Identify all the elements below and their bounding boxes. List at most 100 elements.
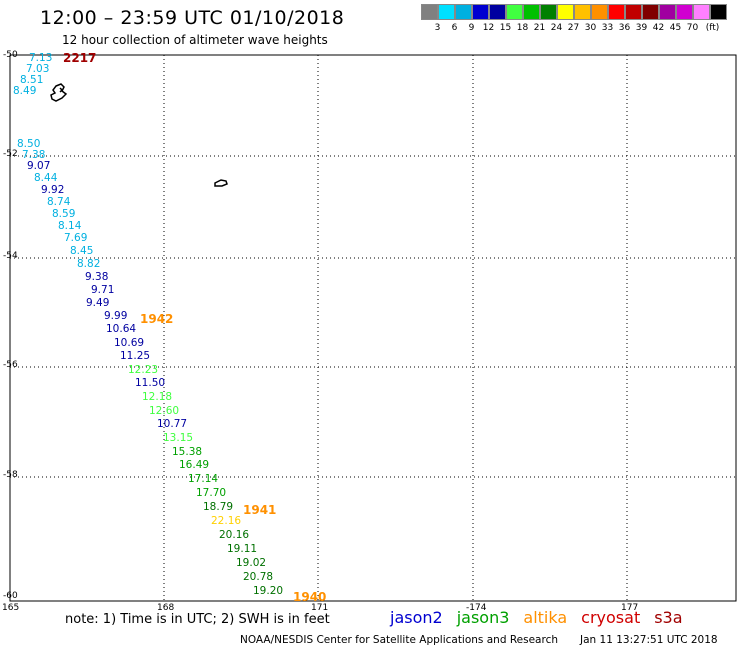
wave-height-reading: 11.25 [120, 350, 151, 362]
wave-height-reading: 9.07 [27, 160, 51, 172]
scale-label: 9 [468, 23, 475, 33]
satellite-legend-altika: altika [523, 608, 568, 627]
latitude-label: -60 [3, 591, 18, 601]
scale-swatch [489, 4, 506, 20]
scale-swatch [540, 4, 557, 20]
scale-swatch [557, 4, 574, 20]
map-subtitle: 12 hour collection of altimeter wave hei… [62, 33, 328, 47]
latitude-label: -58 [3, 470, 18, 480]
wave-height-reading: 19.20 [253, 585, 284, 597]
longitude-label: 168 [157, 603, 175, 613]
wave-height-reading: 8.14 [58, 220, 82, 232]
wave-height-reading: 7.69 [64, 232, 88, 244]
scale-label: 24 [550, 23, 563, 33]
wave-height-reading: 10.77 [157, 418, 188, 430]
map-border [9, 54, 737, 602]
pass-time-label: 1941 [243, 503, 277, 517]
scale-label: 21 [533, 23, 546, 33]
wave-height-reading: 8.44 [34, 172, 58, 184]
wave-height-reading: 8.50 [17, 138, 41, 150]
scale-label: 27 [567, 23, 580, 33]
grid-lines [10, 55, 736, 601]
island-outline-campbell [214, 179, 228, 187]
longitude-label: -174 [466, 603, 487, 613]
wave-height-reading: 10.64 [106, 323, 137, 335]
scale-swatch [455, 4, 472, 20]
scale-swatch [659, 4, 676, 20]
wave-height-reading: 17.14 [188, 473, 219, 485]
scale-swatch [574, 4, 591, 20]
scale-label: (ft) [705, 23, 720, 33]
units-note: note: 1) Time is in UTC; 2) SWH is in fe… [65, 612, 330, 627]
scale-label: 33 [601, 23, 614, 33]
wave-height-reading: 7.13 [29, 52, 53, 64]
wave-height-reading: 19.11 [227, 543, 258, 555]
generation-timestamp: Jan 11 13:27:51 UTC 2018 [580, 634, 718, 646]
scale-swatch [591, 4, 608, 20]
wave-height-reading: 12.60 [149, 405, 180, 417]
scale-label: 45 [669, 23, 682, 33]
scale-swatch [625, 4, 642, 20]
scale-swatch [506, 4, 523, 20]
scale-label: 39 [635, 23, 648, 33]
wave-height-reading: 8.51 [20, 74, 44, 86]
wave-height-reading: 8.59 [52, 208, 76, 220]
scale-label: 70 [686, 23, 699, 33]
wave-height-reading: 18.79 [203, 501, 234, 513]
wave-height-reading: 9.38 [85, 271, 109, 283]
longitude-label: 165 [2, 603, 20, 613]
wave-height-reading: 8.74 [47, 196, 71, 208]
scale-label: 3 [434, 23, 441, 33]
wave-height-reading: 13.15 [163, 432, 194, 444]
wave-height-reading: 8.82 [77, 258, 101, 270]
longitude-label: 177 [621, 603, 639, 613]
wave-height-reading: 12.18 [142, 391, 173, 403]
scale-label: 18 [516, 23, 529, 33]
scale-label: 15 [499, 23, 512, 33]
scale-label: 42 [652, 23, 665, 33]
satellite-legend: jason2 jason3 altika cryosat s3a [390, 608, 697, 627]
satellite-legend-jason2: jason2 [390, 608, 443, 627]
latitude-label: -50 [3, 50, 18, 60]
scale-label: 12 [482, 23, 495, 33]
wave-height-reading: 16.49 [179, 459, 210, 471]
wave-height-reading: 7.38 [22, 149, 46, 161]
wave-height-reading: 17.70 [196, 487, 227, 499]
scale-swatch [608, 4, 625, 20]
wave-height-reading: 8.45 [70, 245, 94, 257]
latitude-label: -56 [3, 360, 18, 370]
satellite-legend-cryosat: cryosat [581, 608, 641, 627]
pass-time-label: 1940 [293, 590, 327, 604]
scale-swatch [642, 4, 659, 20]
wave-height-reading: 9.99 [104, 310, 128, 322]
map-title: 12:00 – 23:59 UTC 01/10/2018 [40, 7, 345, 29]
latitude-label: -52 [3, 149, 18, 159]
wave-height-reading: 12.23 [128, 364, 159, 376]
wave-height-reading: 9.92 [41, 184, 65, 196]
wave-height-reading: 20.16 [219, 529, 250, 541]
wave-height-reading: 20.78 [243, 571, 274, 583]
scale-swatch [421, 4, 438, 20]
scale-swatch [693, 4, 710, 20]
scale-label: 6 [451, 23, 458, 33]
credit-line: NOAA/NESDIS Center for Satellite Applica… [240, 634, 558, 646]
scale-label: 36 [618, 23, 631, 33]
pass-time-label: 1942 [140, 312, 174, 326]
pass-time-label: 2217 [63, 51, 97, 65]
wave-height-reading: 10.69 [114, 337, 145, 349]
wave-height-reading: 7.03 [26, 63, 50, 75]
scale-swatch [523, 4, 540, 20]
wave-height-reading: 8.49 [13, 85, 37, 97]
map-frame [9, 54, 737, 602]
scale-swatch [710, 4, 727, 20]
island-outline-auckland [50, 83, 68, 102]
satellite-legend-jason3: jason3 [456, 608, 510, 627]
wave-height-reading: 11.50 [135, 377, 166, 389]
scale-swatch [676, 4, 693, 20]
latitude-label: -54 [3, 251, 18, 261]
wave-height-reading: 19.02 [236, 557, 267, 569]
wave-height-reading: 15.38 [172, 446, 203, 458]
longitude-label: 171 [311, 603, 329, 613]
scale-label: 30 [584, 23, 597, 33]
wave-height-reading: 22.16 [211, 515, 242, 527]
